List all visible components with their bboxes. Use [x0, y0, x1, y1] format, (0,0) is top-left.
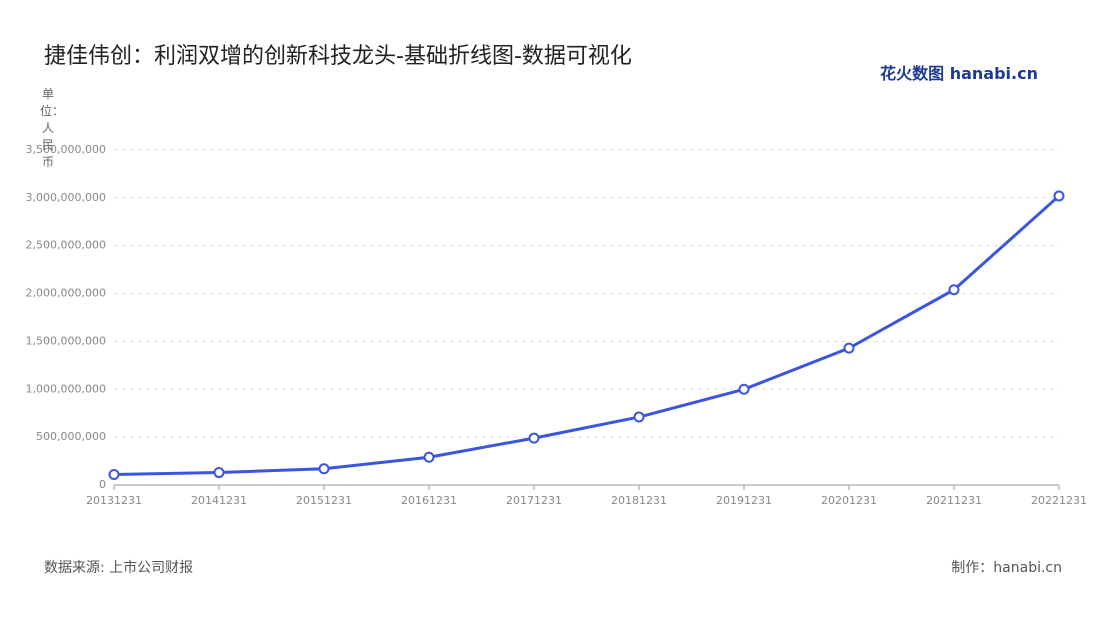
point [948, 284, 960, 296]
y-tick-label: 2,500,000,000 [26, 239, 106, 252]
line [113, 194, 1060, 476]
source-note: 数据来源: 上市公司财报 [44, 560, 194, 576]
point [108, 468, 120, 480]
point [213, 467, 225, 479]
y-tick-label: 2,000,000,000 [26, 287, 106, 300]
point [843, 342, 855, 354]
y-tick-label: 3,000,000,000 [26, 191, 106, 204]
x-tick-label: 20211231 [926, 494, 982, 507]
credit: 制作：hanabi.cn [951, 560, 1062, 576]
y-tick-label: 1,500,000,000 [26, 334, 106, 347]
point [528, 432, 540, 444]
x-tick-label: 20201231 [821, 494, 877, 507]
logo: 花火数图 hanabi.cn [880, 64, 1038, 83]
y-tick-label: 500,000,000 [36, 430, 106, 443]
x-tick-label: 20161231 [401, 494, 457, 507]
x-tick-label: 20221231 [1031, 494, 1087, 507]
point [738, 383, 750, 395]
point [1053, 190, 1065, 202]
y-tick-label: 0 [99, 478, 106, 491]
x-tick-label: 20131231 [86, 494, 142, 507]
x-tick-label: 20141231 [191, 494, 247, 507]
page-title: 捷佳伟创：利润双增的创新科技龙头-基础折线图-数据可视化 [44, 44, 632, 69]
y-tick-label: 3,500,000,000 [26, 143, 106, 156]
point [318, 463, 330, 475]
y-axis-label: 单位：人民币 [40, 87, 65, 169]
x-tick-label: 20181231 [611, 494, 667, 507]
x-tick-label: 20171231 [506, 494, 562, 507]
y-tick-label: 1,000,000,000 [26, 382, 106, 395]
x-tick-label: 20151231 [296, 494, 352, 507]
x-tick-label: 20191231 [716, 494, 772, 507]
point [423, 451, 435, 463]
point [633, 411, 645, 423]
